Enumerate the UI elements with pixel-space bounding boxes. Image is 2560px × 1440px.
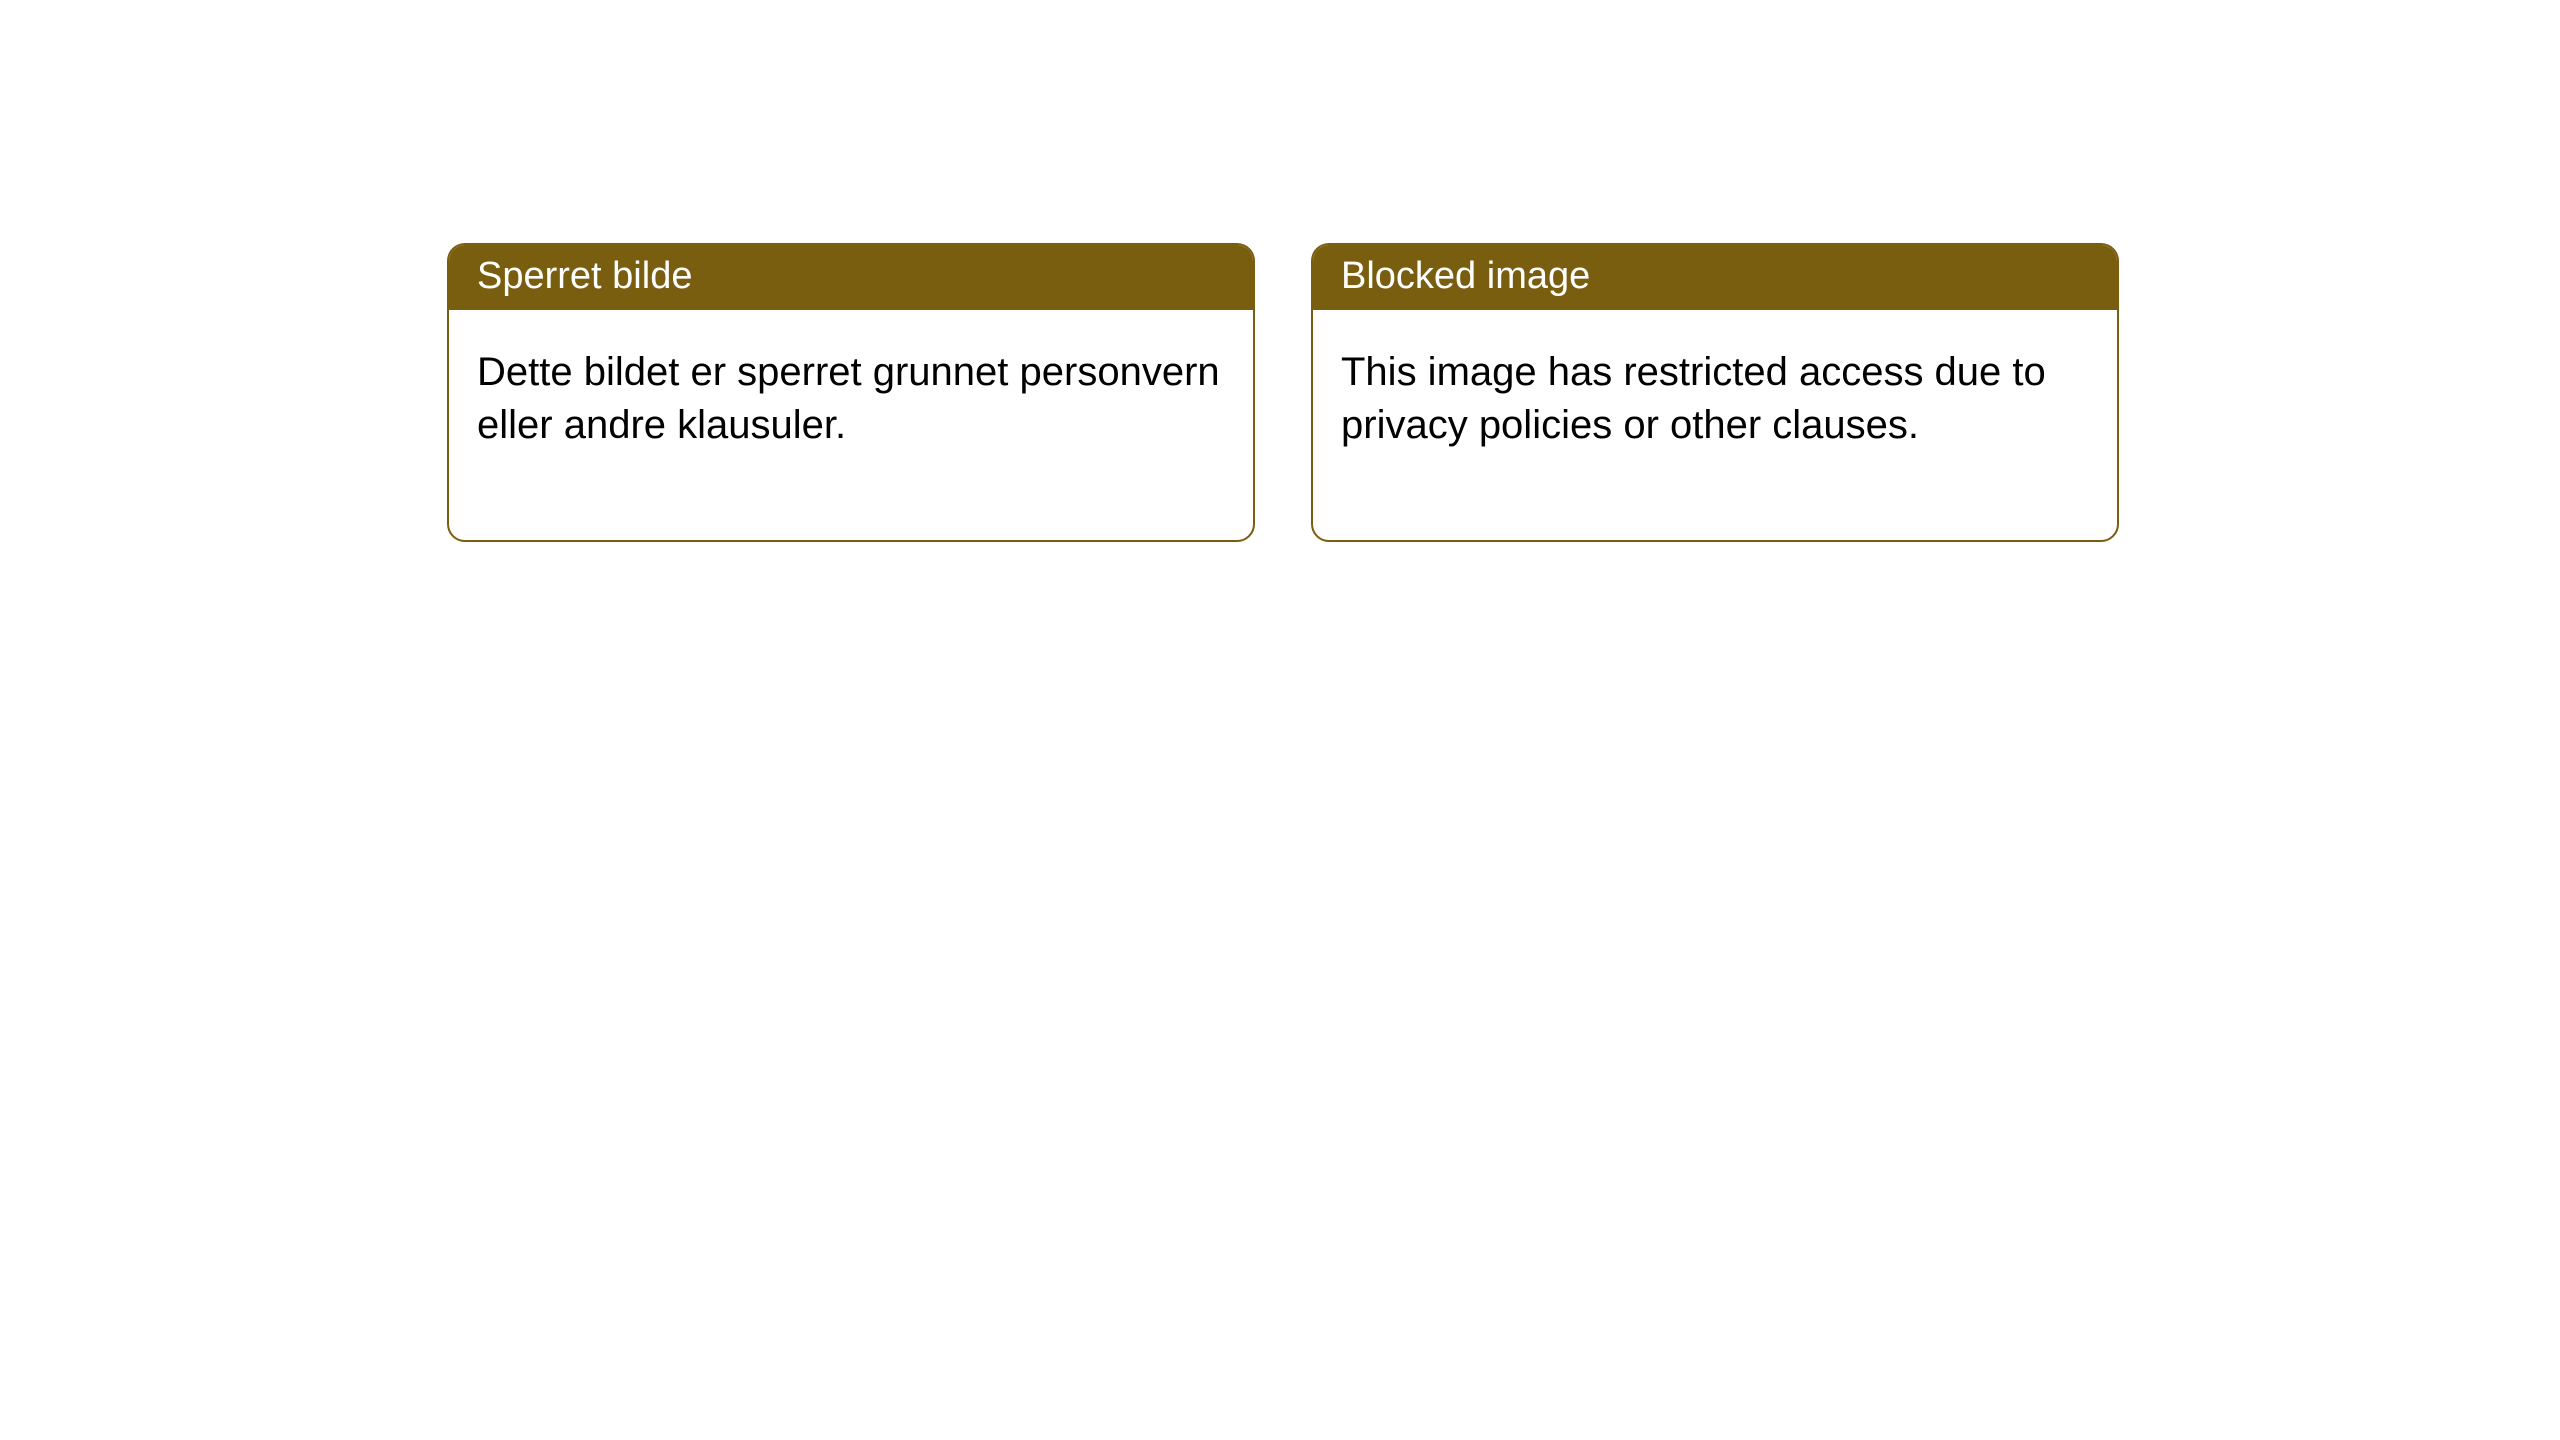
notice-body: This image has restricted access due to …: [1313, 310, 2117, 540]
notice-title: Blocked image: [1341, 255, 1590, 297]
notice-title: Sperret bilde: [477, 255, 692, 297]
notice-text: This image has restricted access due to …: [1341, 350, 2046, 447]
notice-card-english: Blocked image This image has restricted …: [1311, 243, 2119, 542]
notice-container: Sperret bilde Dette bildet er sperret gr…: [0, 0, 2560, 542]
notice-text: Dette bildet er sperret grunnet personve…: [477, 350, 1220, 447]
notice-header: Blocked image: [1313, 245, 2117, 310]
notice-card-norwegian: Sperret bilde Dette bildet er sperret gr…: [447, 243, 1255, 542]
notice-header: Sperret bilde: [449, 245, 1253, 310]
notice-body: Dette bildet er sperret grunnet personve…: [449, 310, 1253, 540]
